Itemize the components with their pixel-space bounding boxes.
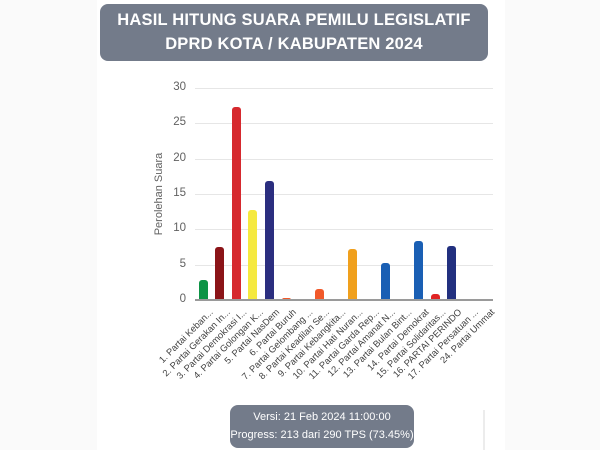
y-axis-tick-label: 5 xyxy=(179,257,186,270)
bar-chart: 0 5 10 15 20 25 30 Perolehan Suara 1. Partai K… xyxy=(97,0,505,410)
gridline xyxy=(195,229,493,231)
y-axis-tick-label: 20 xyxy=(173,151,186,164)
title-line-2: DPRD KOTA / KABUPATEN 2024 xyxy=(165,34,423,53)
chart-bar xyxy=(248,210,258,300)
chart-bar xyxy=(314,288,324,300)
chart-bar xyxy=(414,241,423,300)
y-axis-tick-label: 30 xyxy=(173,81,186,93)
gridline xyxy=(195,88,493,89)
status-card: Versi: 21 Feb 2024 11:00:00 Progress: 21… xyxy=(230,405,414,448)
scrollbar-track[interactable] xyxy=(483,410,485,450)
chart-bar xyxy=(231,107,241,300)
chart-bar xyxy=(380,262,390,300)
gridline xyxy=(195,158,493,160)
progress-text: Progress: 213 dari 290 TPS (73.45%) xyxy=(230,428,414,441)
chart-bar xyxy=(347,249,357,300)
gridline xyxy=(195,123,493,125)
gridline xyxy=(195,194,493,195)
x-axis-line xyxy=(195,299,493,301)
chart-bar xyxy=(281,297,291,300)
version-text: Versi: 21 Feb 2024 11:00:00 xyxy=(253,411,391,424)
y-axis-tick-label: 25 xyxy=(173,116,186,129)
y-axis-tick-label: 0 xyxy=(179,293,186,305)
chart-bar xyxy=(265,180,274,300)
chart-bar xyxy=(198,280,208,300)
y-axis-tick-label: 15 xyxy=(173,187,186,199)
chart-bar xyxy=(447,245,457,300)
title-line-1: HASIL HITUNG SUARA PEMILU LEGISLATIF xyxy=(117,10,471,29)
content-card: HASIL HITUNG SUARA PEMILU LEGISLATIF DPR… xyxy=(97,0,505,450)
page-title: HASIL HITUNG SUARA PEMILU LEGISLATIF DPR… xyxy=(100,4,488,61)
chart-bar xyxy=(430,294,440,300)
gridline xyxy=(195,264,493,266)
chart-bar xyxy=(215,247,225,300)
y-axis-tick-label: 10 xyxy=(173,222,186,235)
y-axis-title: Perolehan Suara xyxy=(153,152,165,236)
